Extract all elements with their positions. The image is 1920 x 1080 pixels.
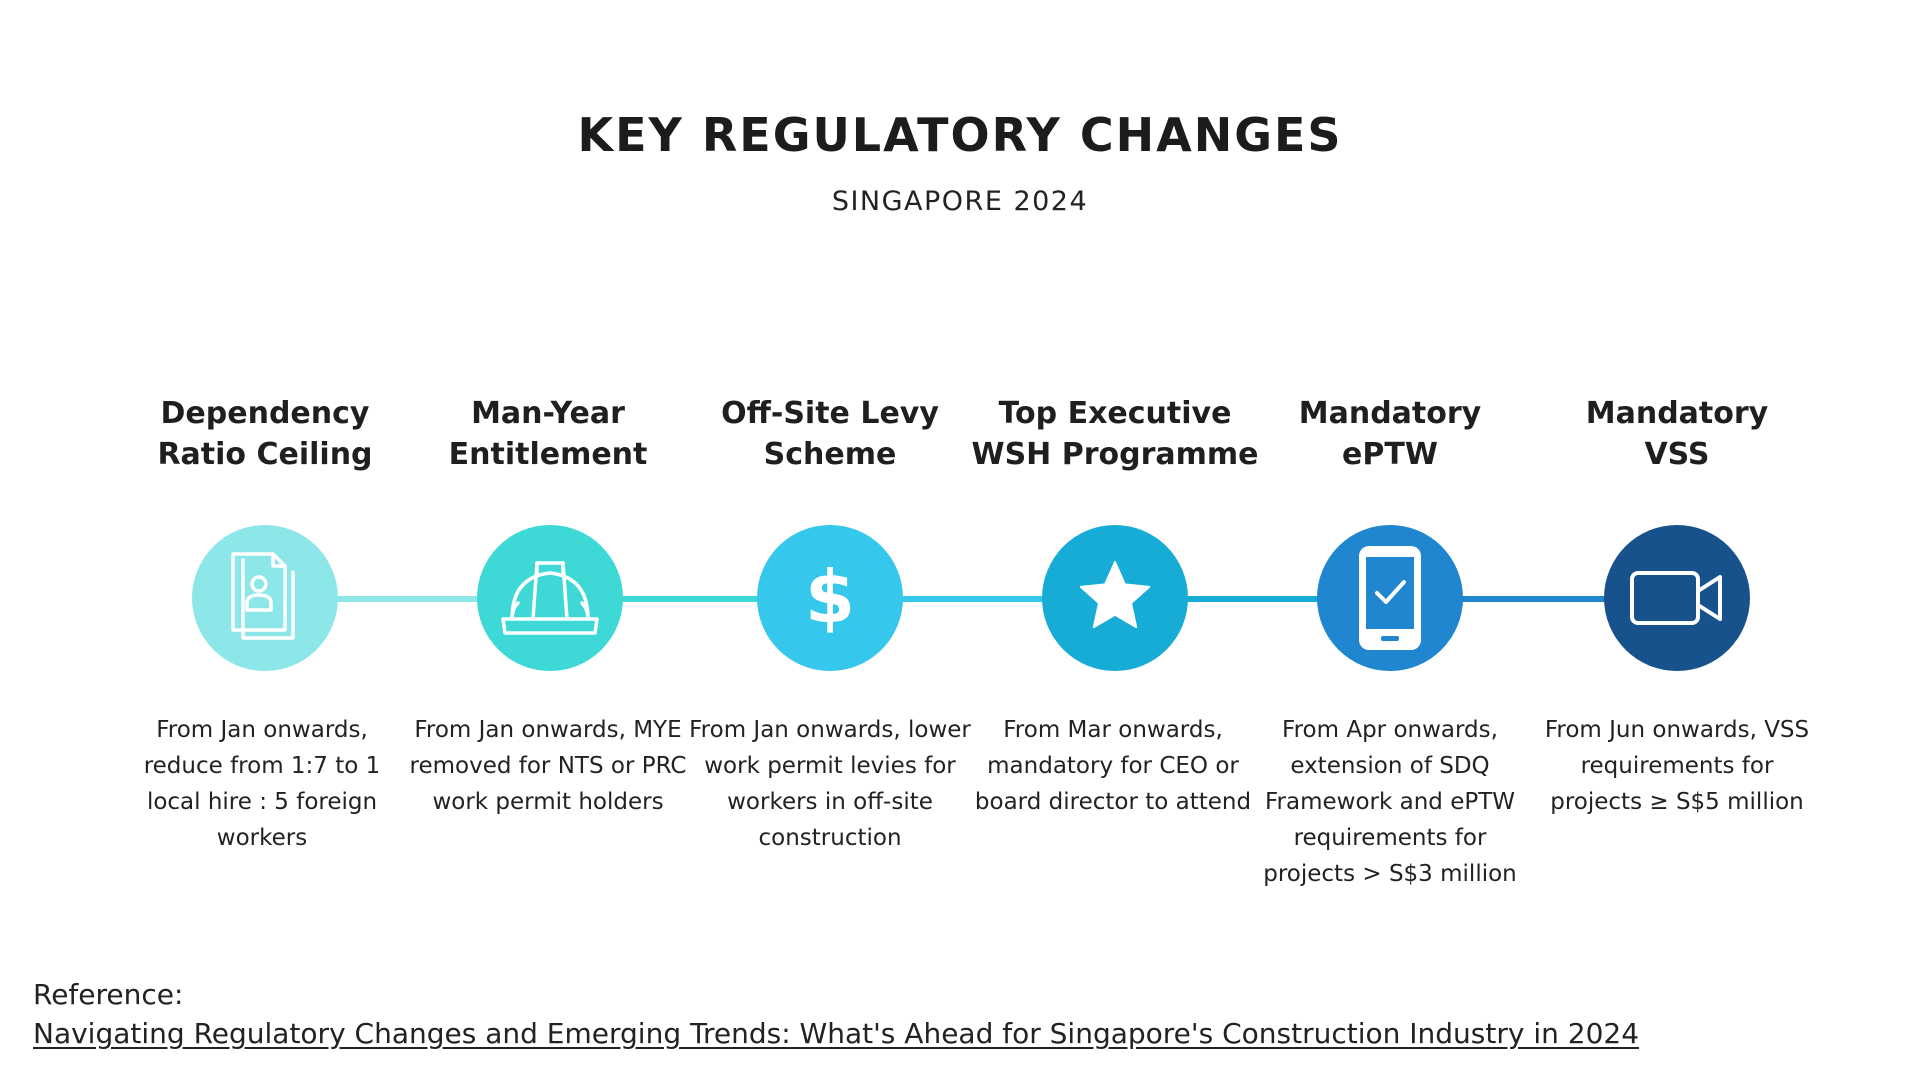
step-circle: [1317, 525, 1463, 671]
step-description: From Apr onwards, extension of SDQ Frame…: [1263, 717, 1517, 887]
document-person-icon: [231, 552, 295, 640]
connector-line-2: [550, 596, 830, 602]
step-circle: [1604, 525, 1750, 671]
connector-line-1: [265, 596, 550, 602]
page-title: KEY REGULATORY CHANGES: [577, 108, 1343, 162]
step-heading: Mandatory ePTW: [1298, 396, 1482, 472]
step-heading: Top Executive WSH Programme: [971, 396, 1259, 472]
smartphone-check-icon: [1359, 546, 1421, 650]
page-subtitle: SINGAPORE 2024: [831, 186, 1089, 217]
step-heading: Mandatory VSS: [1585, 396, 1769, 472]
hard-hat-icon: [501, 561, 599, 635]
connector-line-4: [1115, 596, 1390, 602]
step-heading: Dependency Ratio Ceiling: [157, 396, 373, 472]
step-heading: Man-Year Entitlement: [448, 396, 648, 472]
step-description: From Jan onwards, reduce from 1:7 to 1 l…: [143, 717, 381, 851]
step-description: From Mar onwards, mandatory for CEO or b…: [974, 717, 1252, 815]
step-description: From Jan onwards, MYE removed for NTS or…: [409, 717, 687, 815]
step-description: From Jun onwards, VSS requirements for p…: [1544, 717, 1810, 815]
step-heading: Off-Site Levy Scheme: [721, 396, 939, 472]
step-circle: [477, 525, 623, 671]
step-circle: $: [757, 525, 903, 671]
reference-link[interactable]: Navigating Regulatory Changes and Emergi…: [33, 1017, 1640, 1050]
dollar-icon: $: [805, 558, 855, 638]
step-circle: [192, 525, 338, 671]
connector-line-3: [830, 596, 1115, 602]
video-camera-icon: [1630, 571, 1722, 625]
step-description: From Jan onwards, lower work permit levi…: [689, 717, 971, 851]
star-icon: [1079, 561, 1151, 629]
connector-line-5: [1390, 596, 1675, 602]
svg-text:$: $: [805, 558, 855, 638]
reference-label: Reference:: [33, 978, 184, 1011]
step-circle: [1042, 525, 1188, 671]
